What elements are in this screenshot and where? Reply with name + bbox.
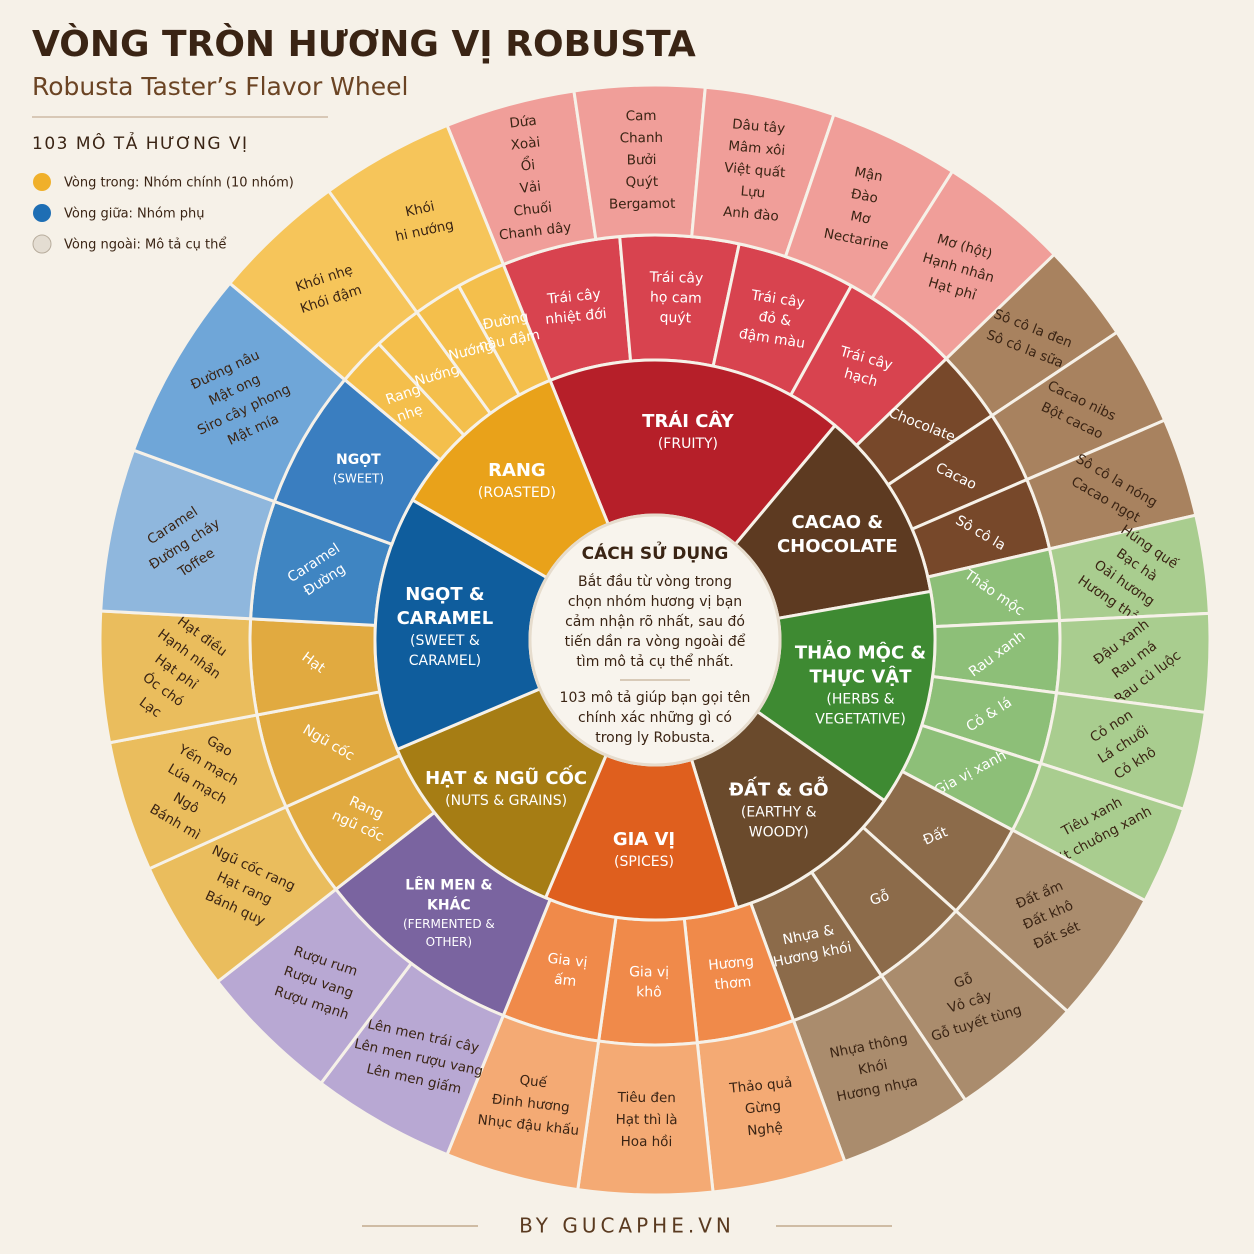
subgroup-label: khô — [636, 984, 662, 1000]
descriptor: Bưởi — [627, 152, 657, 168]
group-name: NGỌT — [336, 452, 381, 468]
group-english: (HERBS & — [826, 692, 894, 708]
descriptor: Cam — [626, 108, 657, 124]
descriptor: Khói — [857, 1057, 889, 1078]
subgroup-label: đỏ & — [758, 309, 793, 330]
group-name: NGỌT & — [405, 584, 484, 605]
subgroup-label: Gỗ — [868, 887, 892, 909]
group-english: VEGETATIVE) — [815, 712, 906, 728]
group-english: (FRUITY) — [658, 436, 718, 452]
descriptor: Thảo quả — [728, 1075, 793, 1097]
group-name: GIA VỊ — [613, 829, 675, 850]
group-name: THẢO MỘC & — [795, 641, 926, 664]
descriptor: Mơ — [849, 208, 872, 228]
center-text: chính xác những gì có — [578, 710, 732, 726]
descriptor: Chanh — [620, 130, 664, 147]
descriptor: Dâu tây — [732, 116, 786, 137]
descriptor: Dứa — [509, 113, 538, 132]
center-text: tiến dần ra vòng ngoài để — [565, 633, 746, 650]
descriptor: Việt quất — [724, 160, 786, 181]
group-name: HẠT & NGŨ CỐC — [425, 765, 587, 789]
subgroup-label: Trái cây — [648, 269, 703, 286]
group-english: (NUTS & GRAINS) — [445, 793, 567, 809]
group-english: OTHER) — [426, 935, 472, 949]
group-english: (SPICES) — [614, 854, 674, 870]
group-english: WOODY) — [749, 824, 809, 840]
subgroup-label: thơm — [714, 974, 752, 993]
legend-label: Vòng ngoài: Mô tả cụ thể — [64, 238, 226, 253]
subgroup-label: Gia vị — [629, 964, 669, 980]
descriptor: Hạt thì là — [616, 1112, 678, 1128]
descriptor: Đào — [850, 186, 880, 207]
descriptor: Ổi — [520, 154, 536, 174]
group-english: CARAMEL) — [409, 653, 481, 669]
descriptor: Chuối — [513, 198, 553, 219]
subgroup-label: quýt — [659, 310, 691, 327]
center-text: cảm nhận rõ nhất, sau đó — [565, 614, 745, 630]
descriptor: Quế — [519, 1071, 549, 1091]
subtitle: Robusta Taster’s Flavor Wheel — [32, 72, 408, 101]
center-circle — [528, 513, 782, 767]
descriptor: Mận — [853, 164, 884, 185]
subgroup-label: Trái cây — [546, 286, 602, 307]
descriptor: Nghệ — [747, 1120, 784, 1139]
descriptor: Mâm xôi — [728, 138, 786, 159]
descriptor: Hoa hồi — [621, 1133, 673, 1150]
group-english: (FERMENTED & — [403, 917, 495, 931]
descriptor: Tiêu đen — [617, 1090, 676, 1106]
descriptor: Gỗ — [952, 970, 975, 992]
descriptor: Bergamot — [609, 196, 676, 213]
group-name: CACAO & — [792, 512, 884, 533]
subgroup-label: Gia vị — [547, 951, 588, 971]
center-text: chọn nhóm hương vị bạn — [568, 594, 742, 610]
center-text: 103 mô tả giúp bạn gọi tên — [560, 690, 751, 706]
descriptor: Khói — [404, 199, 436, 221]
center-text: trong ly Robusta. — [595, 730, 715, 746]
descriptor: Anh đào — [722, 204, 779, 225]
subgroup-label: họ cam — [650, 289, 702, 306]
group-name: KHÁC — [427, 897, 471, 914]
group-english: (SWEET) — [333, 471, 384, 485]
descriptor: Vải — [519, 179, 542, 197]
title: VÒNG TRÒN HƯƠNG VỊ ROBUSTA — [32, 23, 696, 65]
group-english: (SWEET & — [410, 633, 480, 649]
group-name: THỰC VẬT — [810, 666, 913, 688]
center-title: CÁCH SỬ DỤNG — [582, 540, 729, 564]
group-name: CHOCOLATE — [777, 536, 898, 557]
subgroup-label: Hương — [708, 954, 755, 974]
group-english: (EARTHY & — [741, 804, 817, 820]
count-label: 103 MÔ TẢ HƯƠNG VỊ — [32, 131, 249, 154]
legend-dot — [33, 204, 51, 222]
group-name: LÊN MEN & — [405, 877, 492, 894]
group-name: RANG — [488, 460, 546, 481]
legend-label: Vòng trong: Nhóm chính (10 nhóm) — [64, 176, 294, 191]
descriptor: Quýt — [626, 174, 659, 190]
legend-label: Vòng giữa: Nhóm phụ — [64, 207, 205, 222]
footer: BY GUCAPHE.VN — [519, 1214, 735, 1238]
group-english: (ROASTED) — [478, 485, 556, 501]
legend-dot — [33, 173, 51, 191]
subgroup-label: ấm — [553, 972, 577, 990]
descriptor: Xoài — [510, 134, 541, 153]
descriptor: Lựu — [740, 183, 766, 201]
center-text: tìm mô tả cụ thể nhất. — [576, 653, 733, 670]
legend-dot — [32, 234, 52, 254]
group-name: ĐẤT & GỖ — [729, 775, 829, 800]
group-name: TRÁI CÂY — [642, 410, 734, 432]
subgroup-label: nhiệt đới — [545, 306, 608, 328]
group-name: CARAMEL — [397, 608, 494, 629]
descriptor: Gừng — [744, 1098, 782, 1117]
center-text: Bắt đầu từ vòng trong — [578, 573, 732, 590]
descriptor-cell — [326, 123, 506, 315]
